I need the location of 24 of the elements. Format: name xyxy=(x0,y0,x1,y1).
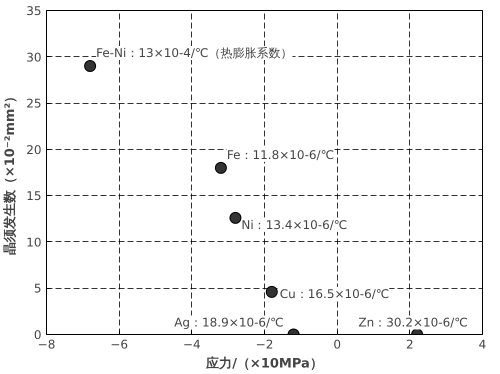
x-tick-label: 4 xyxy=(478,338,486,352)
annotation: Ag：18.9×10-6/℃ xyxy=(174,316,284,330)
x-tick-label: −4 xyxy=(182,338,201,352)
point xyxy=(214,162,227,174)
y-tick-label: 15 xyxy=(26,189,42,204)
y-tick-label: 30 xyxy=(26,50,42,64)
x-axis-title: 应力/（×10MPa） xyxy=(205,356,323,372)
annotation: Fe-Ni：13×10-4/℃（热膨胀系数） xyxy=(96,46,292,60)
x-tick-label: 0 xyxy=(333,338,341,352)
x-tick-label: −2 xyxy=(256,338,274,352)
x-tick-label: 2 xyxy=(406,338,414,352)
y-tick-label: 20 xyxy=(26,142,42,157)
annotation: Fe：11.8×10-6/℃ xyxy=(226,148,334,162)
annotation: Cu：16.5×10-6/℃ xyxy=(280,286,390,301)
y-axis-title: 晶须发生数（×10⁻²mm²） xyxy=(3,90,18,256)
y-tick-label: 25 xyxy=(26,96,42,111)
y-tick-label: 35 xyxy=(26,4,42,18)
y-tick-label: 10 xyxy=(26,235,42,250)
x-tick-label: −6 xyxy=(110,338,128,352)
point xyxy=(229,212,242,224)
annotation: Zn：30.2×10-6/℃ xyxy=(358,316,468,330)
point xyxy=(84,60,96,72)
annotation: Ni：13.4×10-6/℃ xyxy=(241,218,348,232)
y-tick-label: 5 xyxy=(34,282,42,296)
